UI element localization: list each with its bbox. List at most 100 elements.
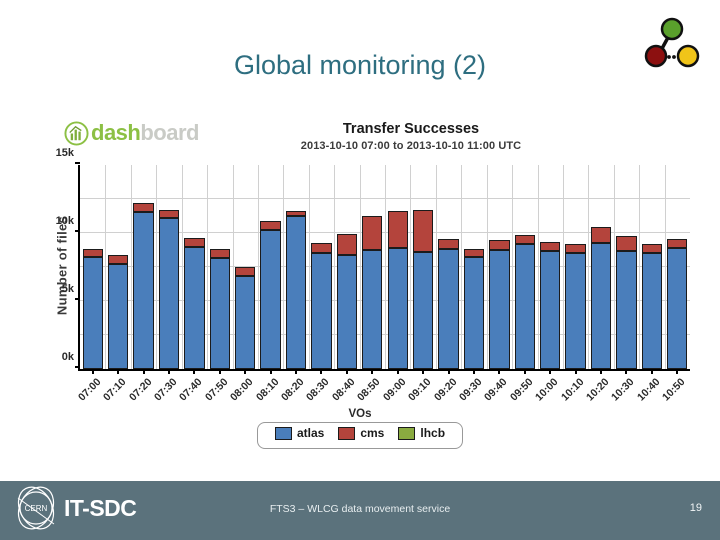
bar-segment-atlas[interactable]: [412, 252, 434, 369]
bar-segment-cms[interactable]: [107, 254, 129, 264]
bar-segment-cms[interactable]: [158, 209, 180, 219]
bar-segment-atlas[interactable]: [158, 218, 180, 369]
bar-segment-atlas[interactable]: [235, 275, 256, 369]
bar-segment-cms[interactable]: [641, 243, 663, 254]
x-axis-tick-mark: [167, 369, 170, 374]
bar-segment-cms[interactable]: [336, 233, 358, 255]
bar-group[interactable]: [565, 165, 586, 369]
y-axis-tick-label: 15k: [55, 147, 74, 159]
x-axis-tick-mark: [574, 369, 577, 374]
bar-segment-atlas[interactable]: [540, 250, 561, 369]
bar-segment-atlas[interactable]: [184, 247, 205, 369]
bar-group[interactable]: [184, 165, 205, 369]
page-number: 19: [689, 502, 702, 514]
bar-segment-cms[interactable]: [565, 243, 586, 253]
bar-segment-atlas[interactable]: [565, 252, 586, 369]
bar-segment-atlas[interactable]: [133, 211, 154, 369]
bar-segment-cms[interactable]: [616, 235, 637, 251]
x-axis-tick-mark: [650, 369, 653, 374]
y-axis-tick-mark: [75, 162, 80, 164]
bar-group[interactable]: [336, 165, 358, 369]
bar-segment-atlas[interactable]: [616, 250, 637, 369]
bar-segment-atlas[interactable]: [387, 247, 408, 369]
bar-segment-cms[interactable]: [667, 239, 688, 248]
bar-segment-atlas[interactable]: [311, 252, 332, 369]
bar-segment-cms[interactable]: [489, 240, 510, 250]
y-axis-tick-label: 0k: [61, 351, 74, 363]
bar-group[interactable]: [133, 165, 154, 369]
bar-segment-cms[interactable]: [362, 216, 383, 250]
bar-segment-cms[interactable]: [209, 249, 230, 259]
bar-group[interactable]: [616, 165, 637, 369]
bar-segment-cms[interactable]: [82, 248, 103, 258]
bar-segment-atlas[interactable]: [667, 247, 688, 369]
chart-title: Transfer Successes: [342, 121, 480, 137]
legend-title: VOs: [348, 408, 372, 420]
bar-segment-atlas[interactable]: [438, 249, 459, 369]
bar-segment-atlas[interactable]: [82, 257, 103, 369]
bar-segment-atlas[interactable]: [336, 254, 358, 369]
bar-segment-cms[interactable]: [235, 267, 256, 276]
plot-area: 0k 5k 10k 15k 07:00 07:10 07:20 07:30 07:40 07:5…: [56, 147, 690, 403]
bar-group[interactable]: [107, 165, 129, 369]
bar-segment-cms[interactable]: [184, 238, 205, 248]
bar-group[interactable]: [158, 165, 180, 369]
bar-group[interactable]: [311, 165, 332, 369]
legend-item-atlas[interactable]: atlas: [274, 426, 324, 440]
y-axis-label: Number of files: [54, 215, 70, 316]
bar-segment-cms[interactable]: [260, 221, 281, 230]
bar-segment-cms[interactable]: [387, 211, 408, 248]
bar-segment-atlas[interactable]: [489, 250, 510, 369]
bar-group[interactable]: [641, 165, 663, 369]
bar-segment-atlas[interactable]: [285, 216, 307, 369]
bar-group[interactable]: [438, 165, 459, 369]
bar-segment-atlas[interactable]: [107, 263, 129, 369]
bar-group[interactable]: [260, 165, 281, 369]
legend: VOs atlas cms lhcb: [26, 408, 694, 449]
bar-segment-cms[interactable]: [438, 239, 459, 250]
bar-segment-cms[interactable]: [540, 241, 561, 251]
bar-group[interactable]: [590, 165, 612, 369]
x-axis-tick-mark: [295, 369, 298, 374]
bar-segment-atlas[interactable]: [590, 243, 612, 369]
dashboard-wordmark: dashboard: [91, 122, 199, 144]
bar-segment-cms[interactable]: [514, 235, 535, 244]
bar-segment-cms[interactable]: [463, 248, 485, 258]
bar-segment-cms[interactable]: [590, 226, 612, 244]
y-axis-tick-label: 10k: [55, 215, 74, 227]
bar-segment-atlas[interactable]: [362, 250, 383, 369]
bar-segment-atlas[interactable]: [209, 258, 230, 369]
legend-label-cms: cms: [360, 426, 385, 440]
legend-item-lhcb[interactable]: lhcb: [398, 426, 445, 440]
x-axis-tick-mark: [549, 369, 552, 374]
bar-group[interactable]: [463, 165, 485, 369]
legend-item-cms[interactable]: cms: [338, 426, 384, 440]
bar-group[interactable]: [235, 165, 256, 369]
footer-bar: CERN IT-SDC FTS3 – WLCG data movement se…: [0, 481, 720, 540]
cern-logo-text: CERN: [25, 504, 48, 513]
dashboard-logo: dashboard: [64, 118, 199, 148]
bar-group[interactable]: [82, 165, 103, 369]
bar-group[interactable]: [412, 165, 434, 369]
bar-group[interactable]: [362, 165, 383, 369]
x-axis-tick-mark: [371, 369, 374, 374]
bar-group[interactable]: [285, 165, 307, 369]
bar-group[interactable]: [540, 165, 561, 369]
bar-segment-cms[interactable]: [412, 209, 434, 253]
bar-group[interactable]: [667, 165, 688, 369]
bar-segment-atlas[interactable]: [463, 257, 485, 369]
dashboard-mark-icon: [64, 120, 89, 146]
bar-segment-atlas[interactable]: [641, 253, 663, 369]
bar-group[interactable]: [209, 165, 230, 369]
x-axis-tick-mark: [320, 369, 323, 374]
bar-segment-cms[interactable]: [285, 211, 307, 216]
bar-segment-atlas[interactable]: [514, 243, 535, 369]
bar-segment-cms[interactable]: [133, 203, 154, 212]
bar-group[interactable]: [489, 165, 510, 369]
bar-group[interactable]: [514, 165, 535, 369]
x-axis-tick-mark: [396, 369, 399, 374]
bar-segment-cms[interactable]: [311, 242, 332, 253]
bar-segment-atlas[interactable]: [260, 229, 281, 369]
bar-group[interactable]: [387, 165, 408, 369]
